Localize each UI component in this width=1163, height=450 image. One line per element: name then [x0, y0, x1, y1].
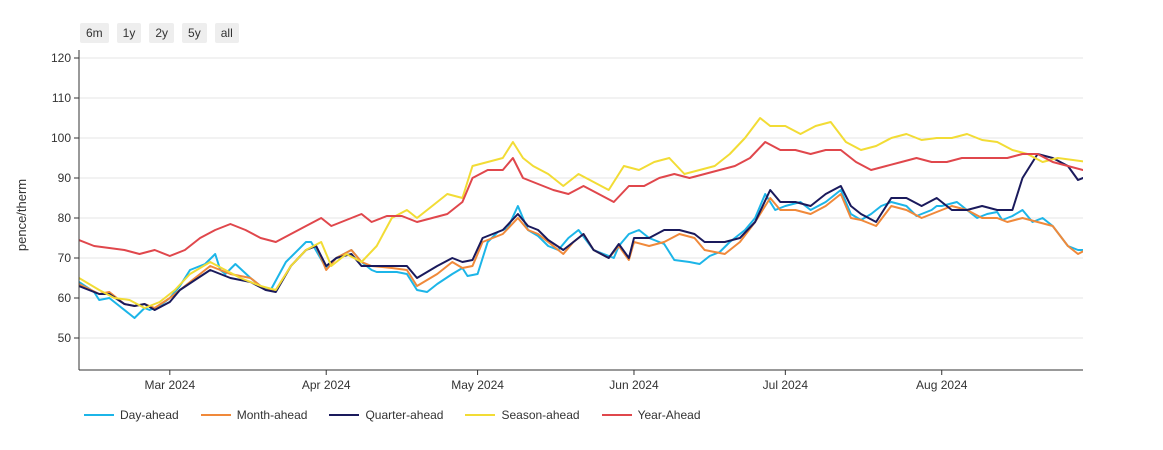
y-tick-label: 90	[58, 171, 72, 185]
range-button-6m[interactable]: 6m	[80, 23, 109, 43]
x-tick-label: Mar 2024	[144, 378, 195, 392]
y-tick-label: 50	[58, 331, 72, 345]
range-button-1y[interactable]: 1y	[116, 23, 142, 43]
x-tick-label: Apr 2024	[302, 378, 351, 392]
legend-label: Season-ahead	[501, 408, 580, 422]
range-button-all[interactable]: all	[214, 23, 239, 43]
series-line-day-ahead	[79, 189, 1083, 319]
legend-item-day-ahead[interactable]: Day-ahead	[84, 408, 179, 422]
y-gridlines	[79, 57, 1083, 339]
y-tick-label: 120	[51, 51, 71, 65]
legend-label: Year-Ahead	[637, 408, 701, 422]
legend-item-month-ahead[interactable]: Month-ahead	[200, 408, 308, 422]
x-tick-label: Jul 2024	[763, 378, 809, 392]
legend-swatch	[601, 414, 632, 416]
y-tick-label: 60	[58, 291, 72, 305]
legend-label: Month-ahead	[236, 408, 308, 422]
plot-area	[79, 117, 1083, 319]
x-axis-ticks: Mar 2024 Apr 2024 May 2024 Jun 2024 Jul 2024…	[144, 370, 968, 392]
legend: Day-ahead Month-ahead Quarter-ahead Season-…	[84, 408, 701, 422]
legend-item-year-ahead[interactable]: Year-Ahead	[601, 408, 701, 422]
series-line-year-ahead	[79, 141, 1083, 257]
y-tick-label: 70	[58, 251, 72, 265]
legend-item-season-ahead[interactable]: Season-ahead	[465, 408, 580, 422]
x-tick-label: Jun 2024	[609, 378, 659, 392]
range-button-5y[interactable]: 5y	[182, 23, 207, 43]
legend-item-quarter-ahead[interactable]: Quarter-ahead	[329, 408, 443, 422]
legend-swatch	[465, 414, 496, 416]
y-tick-label: 80	[58, 211, 72, 225]
range-selector: 6m 1y 2y 5y all	[80, 23, 239, 43]
legend-swatch	[329, 414, 360, 416]
y-axis-ticks: 50 60 70 80 90 100 110 120	[51, 51, 79, 345]
legend-swatch	[84, 414, 114, 416]
y-tick-label: 100	[51, 131, 71, 145]
x-tick-label: May 2024	[451, 378, 504, 392]
range-button-2y[interactable]: 2y	[149, 23, 175, 43]
legend-label: Quarter-ahead	[365, 408, 444, 422]
series-line-season-ahead	[79, 117, 1083, 309]
series-line-month-ahead	[79, 193, 1083, 309]
legend-label: Day-ahead	[120, 408, 179, 422]
y-tick-label: 110	[52, 91, 71, 105]
y-axis-label: pence/therm	[14, 179, 29, 251]
x-tick-label: Aug 2024	[916, 378, 968, 392]
legend-swatch	[200, 414, 231, 416]
